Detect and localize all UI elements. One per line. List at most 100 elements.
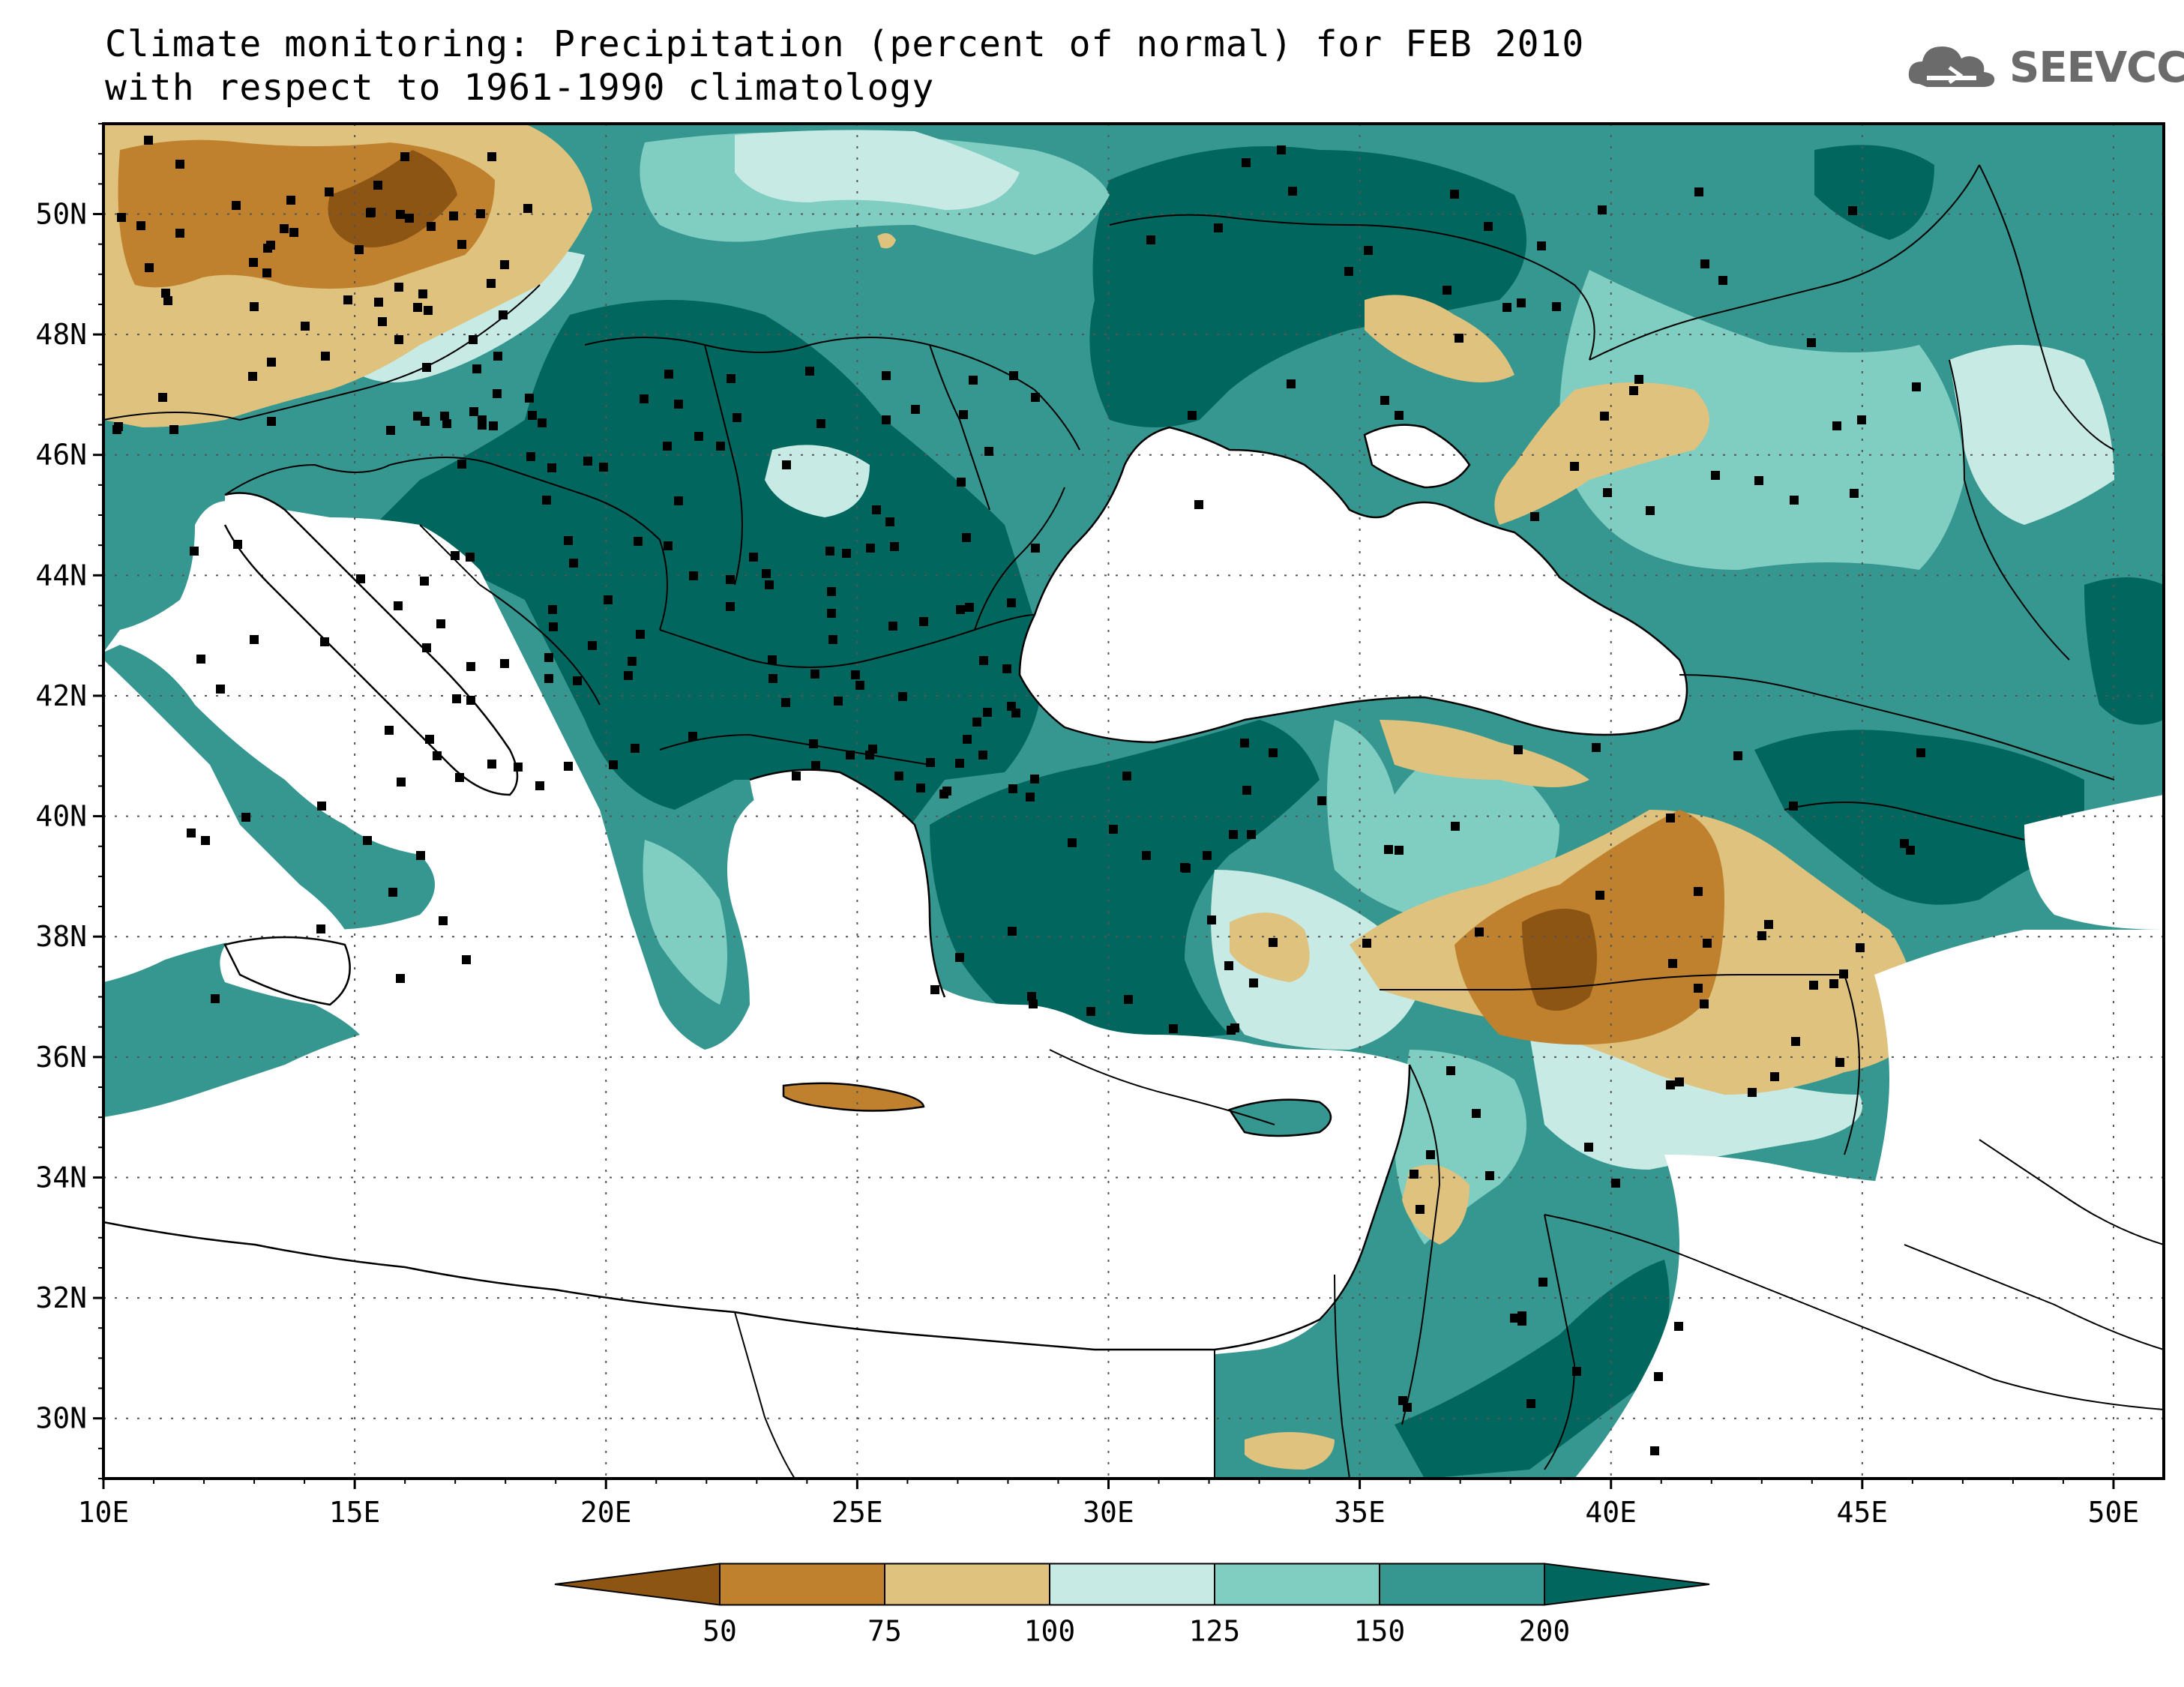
station-marker [427,222,436,231]
station-marker [1538,1278,1547,1287]
station-marker [1410,1170,1419,1179]
station-marker [872,505,881,514]
station-marker [1850,489,1859,498]
x-tick-label: 40E [1585,1496,1637,1529]
zone-100-crimea [1365,295,1514,382]
y-tick-label: 46N [35,439,87,472]
station-marker [732,413,741,422]
station-marker [972,718,981,727]
station-marker [1455,334,1463,343]
station-marker [286,196,295,205]
station-marker [834,697,843,706]
station-marker [664,541,673,550]
station-marker [466,662,475,671]
station-marker [1169,1024,1178,1033]
station-marker [232,201,241,210]
station-marker [1748,1088,1757,1097]
station-marker [1600,412,1609,421]
station-marker [1906,846,1915,855]
station-marker [1269,748,1278,757]
station-marker [436,619,445,628]
station-marker [983,708,992,717]
station-marker [1703,939,1712,948]
station-marker [145,263,154,272]
x-axis: 10E 15E 20E 25E 30E 35E 40E 45E 50E [78,1479,2139,1529]
station-marker [457,240,466,249]
station-marker [882,371,891,380]
station-marker [828,635,837,644]
station-marker [400,152,409,161]
station-marker [842,549,851,558]
station-marker [367,208,376,217]
station-marker [1180,863,1189,872]
station-marker [190,547,199,556]
station-marker [440,412,449,421]
zone-200-east [1814,145,1934,240]
station-marker [317,802,326,811]
colorbar-segment [1214,1563,1380,1606]
station-marker [1650,1446,1659,1455]
station-marker [397,778,406,787]
station-marker [525,394,534,403]
station-marker [301,322,310,331]
station-marker [1007,702,1016,711]
title-line-2: with respect to 1961-1990 climatology [105,67,935,109]
zone-150-east [1559,270,1964,570]
station-marker [413,412,422,421]
station-marker [263,244,272,253]
station-marker [418,289,427,298]
station-marker [1472,1109,1481,1118]
station-marker [564,762,573,771]
station-markers [112,136,1925,1455]
station-marker [1912,382,1921,391]
colorbar-arrow-low [554,1563,721,1606]
colorbar-label: 150 [1354,1615,1406,1648]
station-marker [462,955,471,964]
colorbar-label: 100 [1024,1615,1076,1648]
station-marker [1770,1072,1779,1081]
station-marker [885,517,894,526]
station-marker [394,335,403,344]
cloud-icon [1908,46,1995,87]
x-tick-label: 35E [1334,1496,1386,1529]
station-marker [267,417,276,426]
station-marker [782,460,791,469]
station-marker [455,773,464,782]
station-marker [868,745,877,754]
station-marker [1764,920,1773,929]
station-marker [1395,411,1404,420]
station-marker [1029,999,1038,1008]
sea-adriatic [225,493,517,795]
station-marker [439,916,448,925]
arabia-desert [1574,1155,2164,1479]
colorbar-label: 75 [867,1615,902,1648]
station-marker [1031,393,1040,402]
station-marker [1203,851,1212,860]
x-tick-label: 15E [329,1496,381,1529]
station-marker [1791,1037,1800,1046]
station-marker [267,358,276,367]
station-marker [452,694,461,703]
station-marker [1584,1143,1593,1152]
station-marker [1242,158,1251,167]
colorbar-segment [719,1563,885,1606]
logo-text: SEEVCCC [2009,43,2184,92]
station-marker [374,298,383,307]
station-marker [394,601,403,610]
station-marker [499,310,508,319]
station-marker [959,410,968,419]
station-marker [1269,938,1278,947]
x-tick-label: 30E [1083,1496,1134,1529]
station-marker [373,181,382,190]
station-marker [526,452,535,461]
station-marker [1009,371,1018,380]
station-marker [588,641,597,650]
station-marker [487,152,496,161]
crete [783,1083,924,1111]
station-marker [1384,845,1393,854]
station-marker [136,221,145,230]
station-marker [1916,748,1925,757]
station-marker [493,352,502,361]
station-marker [1510,1314,1519,1323]
station-marker [663,442,672,451]
